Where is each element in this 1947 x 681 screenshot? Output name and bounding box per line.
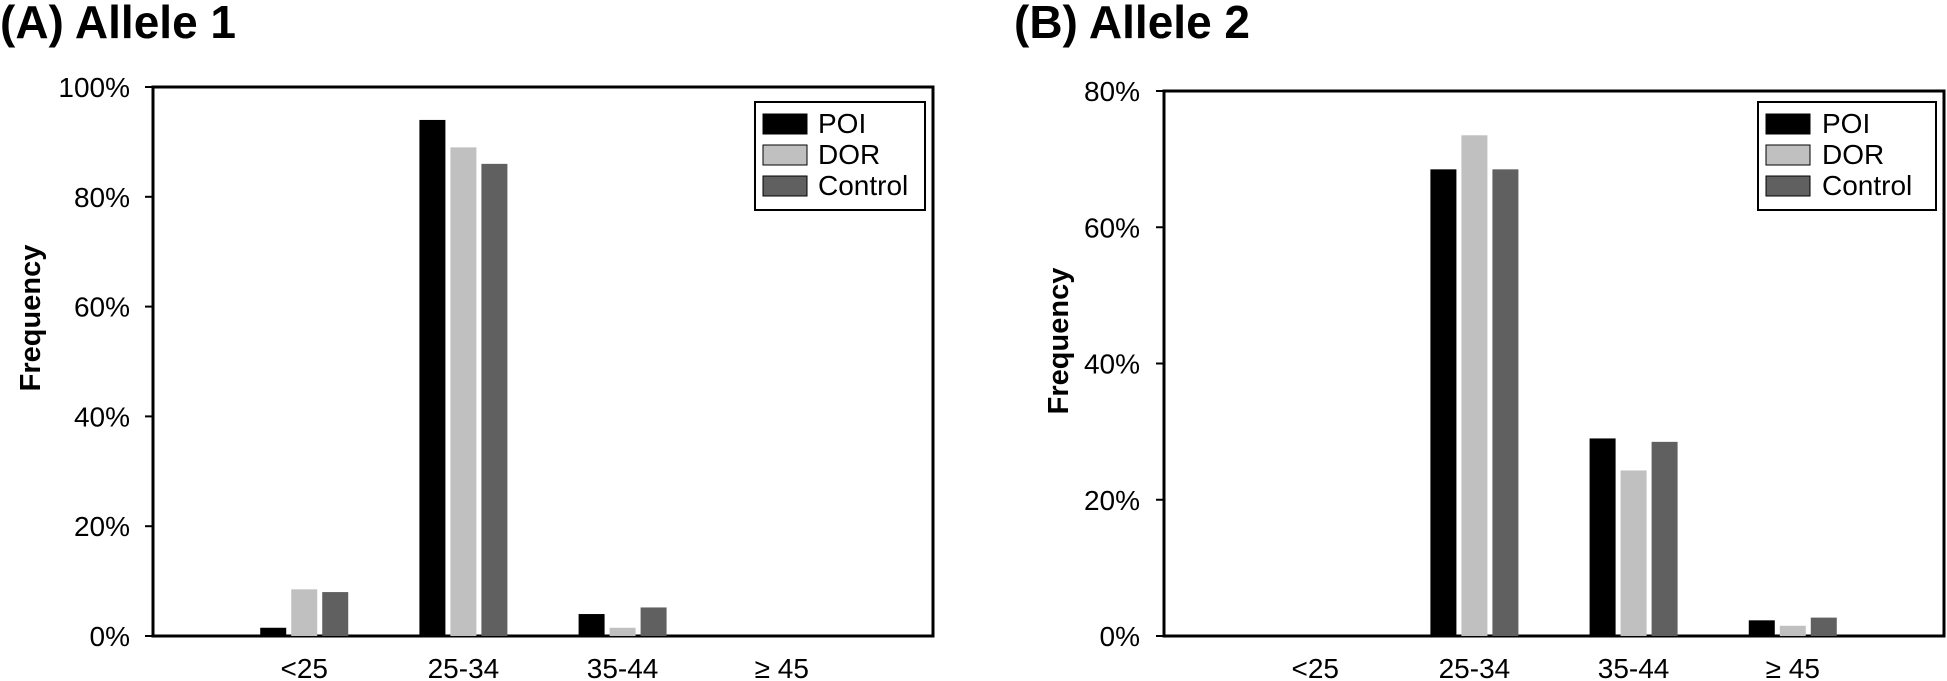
x-tick-label: 35-44	[1598, 653, 1670, 681]
legend-label-poi: POI	[818, 108, 866, 139]
bar-poi-0	[260, 627, 287, 636]
y-tick-label: 40%	[1084, 349, 1140, 380]
bar-control-0	[322, 592, 349, 636]
plot-frame	[151, 85, 935, 638]
x-tick-label: <25	[280, 653, 328, 681]
y-tick-label: 40%	[74, 401, 130, 432]
bar-poi-1	[1430, 169, 1457, 636]
panel-allele-1: (A) Allele 1 Frequency 0% 20% 40% 60% 80% 100…	[0, 0, 935, 681]
y-axis-label: Frequency	[15, 245, 47, 392]
legend-swatch-poi	[762, 113, 808, 135]
panel-allele-2: (B) Allele 2 Frequency 0% 20% 40% 60% 80% <2…	[1014, 0, 1946, 681]
y-tick-label: 60%	[74, 292, 130, 323]
chart-title: (A) Allele 1	[0, 0, 236, 48]
legend-swatch-poi	[1765, 113, 1811, 135]
bar-poi-2	[578, 614, 605, 636]
bar-control-3	[1810, 617, 1837, 636]
legend-label-control: Control	[818, 170, 908, 201]
x-tick-label: 25-34	[1439, 653, 1511, 681]
bar-dor-1	[450, 147, 477, 636]
y-axis-label: Frequency	[1043, 268, 1075, 415]
bar-dor-2	[1620, 470, 1647, 636]
bar-poi-2	[1589, 438, 1616, 636]
legend-label-control: Control	[1822, 170, 1912, 201]
y-ticks: 0% 20% 40% 60% 80%	[1084, 76, 1164, 652]
bar-dor-2	[609, 627, 636, 636]
legend-label-dor: DOR	[818, 139, 880, 170]
bar-dor-0	[291, 589, 318, 636]
bar-poi-1	[419, 119, 446, 636]
x-ticks: <25 25-34 35-44 ≥ 45	[280, 653, 808, 681]
legend-swatch-dor	[762, 144, 808, 166]
bar-control-2	[640, 607, 667, 636]
y-tick-label: 80%	[1084, 76, 1140, 107]
y-tick-label: 80%	[74, 182, 130, 213]
y-ticks: 0% 20% 40% 60% 80% 100%	[58, 72, 153, 652]
x-tick-label: ≥ 45	[1766, 653, 1820, 681]
y-tick-label: 20%	[1084, 485, 1140, 516]
legend-swatch-dor	[1765, 144, 1811, 166]
bar-control-2	[1651, 441, 1678, 636]
bar-control-1	[1492, 169, 1519, 636]
bars	[1430, 135, 1837, 636]
y-tick-label: 20%	[74, 511, 130, 542]
y-tick-label: 0%	[1100, 621, 1140, 652]
y-tick-label: 0%	[90, 621, 130, 652]
x-tick-label: 35-44	[587, 653, 659, 681]
bar-dor-1	[1461, 135, 1488, 636]
x-tick-label: ≥ 45	[755, 653, 809, 681]
bar-poi-3	[1748, 620, 1775, 636]
x-tick-label: 25-34	[428, 653, 500, 681]
chart-title: (B) Allele 2	[1014, 0, 1250, 48]
bar-dor-3	[1779, 625, 1806, 636]
bar-control-1	[481, 163, 508, 637]
legend-swatch-control	[1765, 175, 1811, 197]
y-tick-label: 60%	[1084, 212, 1140, 243]
x-tick-label: <25	[1291, 653, 1339, 681]
legend-label-poi: POI	[1822, 108, 1870, 139]
bars	[260, 119, 667, 637]
legend-label-dor: DOR	[1822, 139, 1884, 170]
x-ticks: <25 25-34 35-44 ≥ 45	[1291, 653, 1819, 681]
legend-swatch-control	[762, 175, 808, 197]
y-tick-label: 100%	[58, 72, 130, 103]
